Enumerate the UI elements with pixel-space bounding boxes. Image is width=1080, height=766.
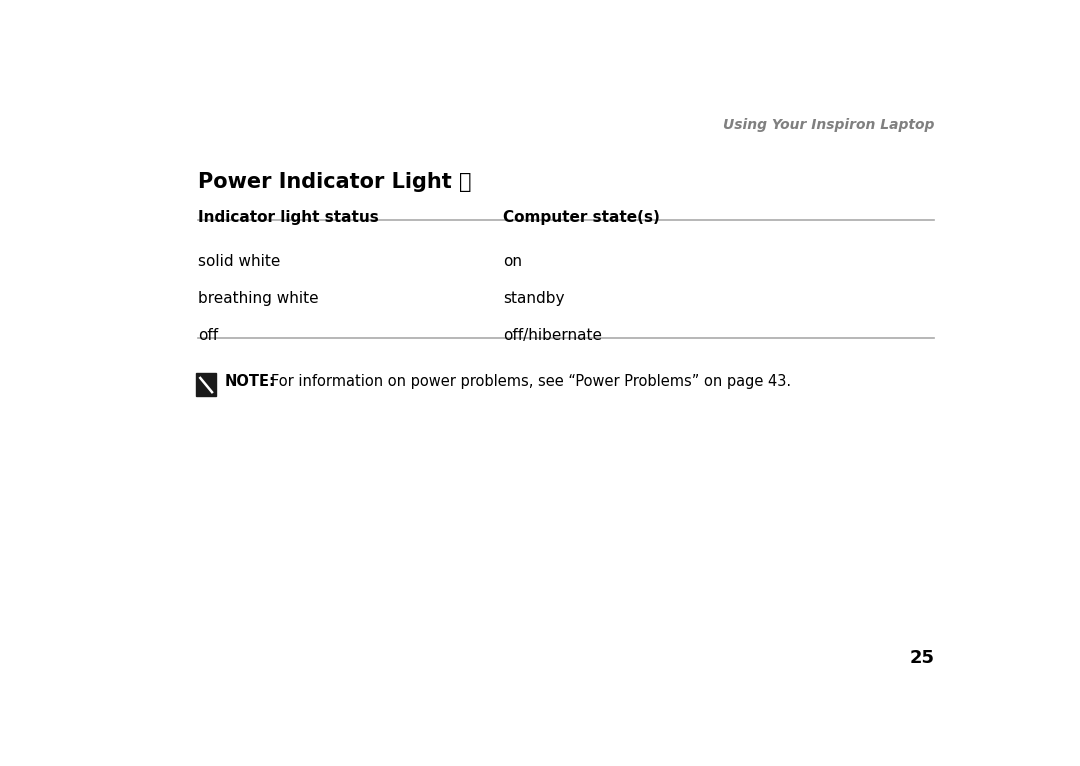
Text: on: on [503,254,523,269]
Text: off/hibernate: off/hibernate [503,328,603,343]
Text: Power Indicator Light ⏻: Power Indicator Light ⏻ [198,172,471,192]
Text: NOTE:: NOTE: [225,375,275,389]
Text: For information on power problems, see “Power Problems” on page 43.: For information on power problems, see “… [271,375,791,389]
Text: solid white: solid white [198,254,280,269]
Text: standby: standby [503,290,565,306]
FancyBboxPatch shape [197,373,216,396]
Text: Using Your Inspiron Laptop: Using Your Inspiron Laptop [723,119,934,133]
Text: Computer state(s): Computer state(s) [503,210,660,225]
Text: Indicator light status: Indicator light status [198,210,378,225]
Text: 25: 25 [909,649,934,667]
Text: breathing white: breathing white [198,290,319,306]
Text: off: off [198,328,218,343]
